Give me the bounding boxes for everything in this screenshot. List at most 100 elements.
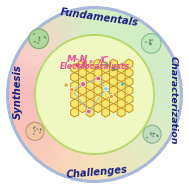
Wedge shape [14, 117, 40, 128]
Wedge shape [153, 104, 180, 110]
Wedge shape [128, 22, 144, 45]
Wedge shape [8, 103, 36, 108]
Polygon shape [117, 108, 125, 117]
Wedge shape [153, 80, 180, 85]
Wedge shape [141, 40, 163, 58]
Wedge shape [129, 143, 146, 165]
Wedge shape [110, 152, 119, 178]
Wedge shape [154, 97, 181, 99]
Wedge shape [8, 99, 35, 102]
Wedge shape [139, 38, 161, 56]
Circle shape [121, 82, 124, 86]
Wedge shape [152, 73, 179, 81]
Wedge shape [129, 142, 147, 165]
Wedge shape [11, 68, 38, 77]
Wedge shape [153, 103, 180, 108]
Wedge shape [154, 99, 181, 102]
Wedge shape [93, 8, 94, 35]
Wedge shape [149, 59, 174, 71]
Wedge shape [144, 47, 168, 63]
Wedge shape [153, 105, 180, 112]
Wedge shape [9, 81, 36, 86]
Wedge shape [12, 114, 39, 125]
Wedge shape [10, 74, 37, 81]
Wedge shape [149, 117, 175, 129]
Wedge shape [137, 135, 158, 155]
Wedge shape [104, 9, 110, 36]
Wedge shape [42, 24, 60, 47]
Wedge shape [139, 133, 161, 152]
Wedge shape [118, 14, 129, 40]
Wedge shape [153, 77, 180, 84]
Wedge shape [11, 111, 37, 120]
Wedge shape [53, 18, 67, 42]
Wedge shape [132, 140, 150, 162]
Wedge shape [109, 152, 117, 179]
Wedge shape [151, 113, 177, 122]
Wedge shape [95, 8, 97, 35]
Wedge shape [135, 31, 154, 51]
Wedge shape [153, 81, 181, 86]
Wedge shape [153, 78, 180, 84]
Wedge shape [64, 12, 75, 39]
Wedge shape [10, 108, 37, 115]
Wedge shape [144, 127, 167, 143]
Wedge shape [11, 111, 38, 120]
Wedge shape [112, 12, 121, 38]
Wedge shape [146, 51, 170, 65]
Wedge shape [126, 145, 142, 168]
Wedge shape [142, 129, 165, 146]
Wedge shape [8, 102, 36, 106]
Wedge shape [90, 154, 92, 181]
Wedge shape [45, 143, 61, 166]
Wedge shape [8, 82, 36, 87]
Wedge shape [126, 145, 141, 169]
Polygon shape [78, 59, 86, 68]
Polygon shape [71, 64, 79, 73]
Wedge shape [56, 148, 69, 173]
Wedge shape [139, 134, 160, 153]
Wedge shape [98, 8, 101, 35]
Text: Fundamentals: Fundamentals [59, 7, 139, 28]
Wedge shape [42, 25, 59, 47]
Polygon shape [125, 77, 133, 86]
Wedge shape [124, 19, 138, 43]
Wedge shape [81, 8, 86, 36]
Wedge shape [147, 53, 171, 67]
Wedge shape [34, 137, 53, 157]
Wedge shape [146, 124, 170, 138]
Polygon shape [86, 81, 94, 91]
Wedge shape [102, 8, 107, 36]
Circle shape [105, 63, 109, 67]
Wedge shape [150, 64, 176, 74]
Circle shape [40, 129, 42, 131]
Wedge shape [127, 144, 143, 167]
Wedge shape [49, 20, 64, 44]
Polygon shape [117, 99, 125, 108]
Wedge shape [154, 100, 181, 104]
Wedge shape [88, 154, 91, 181]
Wedge shape [114, 150, 124, 177]
Wedge shape [127, 21, 143, 45]
Wedge shape [120, 16, 133, 41]
Wedge shape [130, 25, 147, 47]
Wedge shape [143, 128, 166, 145]
Wedge shape [58, 149, 70, 174]
Wedge shape [128, 23, 145, 46]
Wedge shape [132, 28, 151, 49]
Circle shape [33, 133, 35, 135]
Wedge shape [49, 145, 64, 169]
Wedge shape [115, 13, 125, 39]
Wedge shape [99, 154, 102, 181]
Wedge shape [22, 46, 45, 62]
Wedge shape [8, 102, 36, 107]
Circle shape [33, 33, 35, 35]
Wedge shape [140, 132, 162, 150]
Wedge shape [148, 119, 174, 132]
Wedge shape [26, 131, 48, 148]
Circle shape [38, 37, 40, 39]
Wedge shape [96, 154, 98, 181]
Wedge shape [150, 62, 176, 73]
Wedge shape [8, 100, 35, 103]
Wedge shape [111, 11, 119, 37]
